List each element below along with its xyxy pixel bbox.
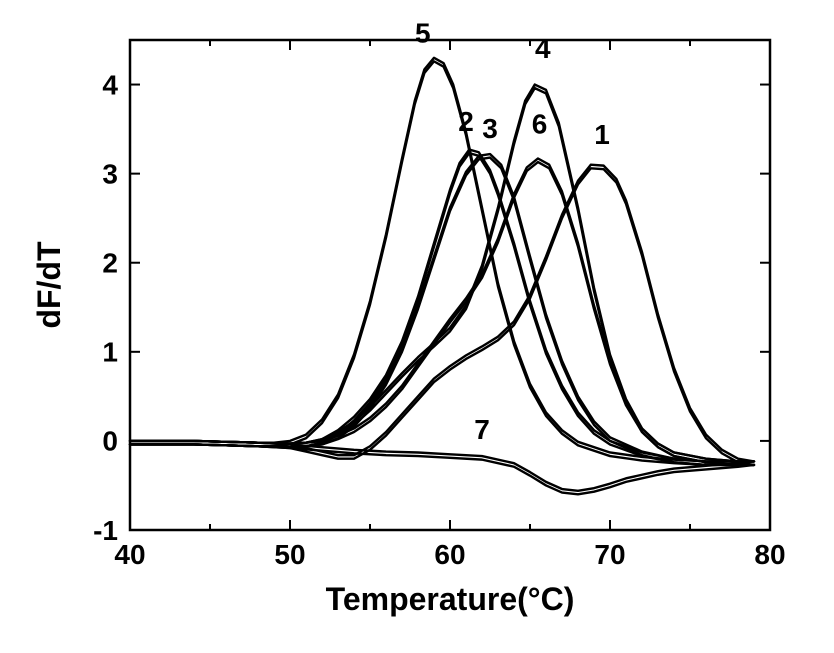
y-tick-label: 3 [102,158,118,189]
x-tick-label: 70 [594,539,625,570]
x-tick-label: 80 [754,539,785,570]
curve-label: 4 [535,33,551,64]
curve-label: 7 [474,414,490,445]
y-axis-label: dF/dT [31,241,67,329]
curve-label: 1 [594,119,610,150]
y-tick-label: 2 [102,248,118,279]
y-tick-label: 0 [102,426,118,457]
x-tick-label: 50 [274,539,305,570]
y-tick-label: 1 [102,337,118,368]
y-tick-label: 4 [102,69,118,100]
x-axis-label: Temperature(°C) [326,581,575,617]
curve-label: 6 [532,109,548,140]
x-tick-label: 60 [434,539,465,570]
curve-label: 3 [482,113,498,144]
melting-curve-chart: 4050607080-101234Temperature(°C)dF/dT523… [0,0,834,653]
curve-label: 5 [415,18,431,49]
x-tick-label: 40 [114,539,145,570]
y-tick-label: -1 [93,515,118,546]
curve-label: 2 [458,106,474,137]
